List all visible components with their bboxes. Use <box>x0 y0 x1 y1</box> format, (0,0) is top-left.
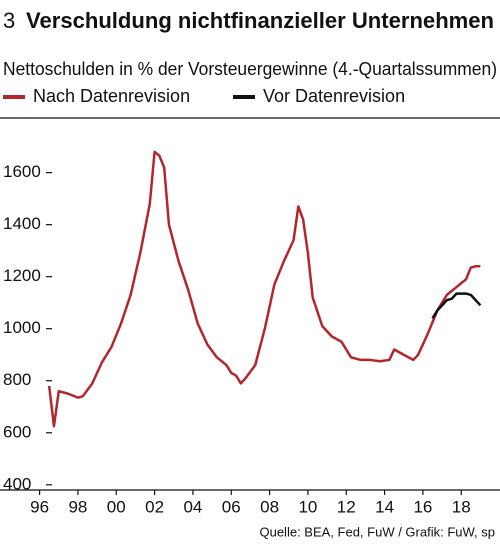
chart-subtitle: Nettoschulden in % der Vorsteuergewinne … <box>3 59 497 79</box>
legend-label: Nach Datenrevision <box>33 86 190 106</box>
x-tick-label: 14 <box>375 497 394 516</box>
line-series <box>47 150 481 428</box>
y-tick-label: 1200 <box>3 266 41 285</box>
y-tick-label: 1600 <box>3 162 41 181</box>
y-tick-label: 1400 <box>3 214 41 233</box>
x-tick-label: 98 <box>68 497 87 516</box>
chart-number: 3 <box>3 8 15 33</box>
legend-label: Vor Datenrevision <box>263 86 405 106</box>
y-tick-label: 400 <box>3 474 31 493</box>
x-tick-label: 10 <box>298 497 317 516</box>
y-tick-label: 1000 <box>3 318 41 337</box>
x-tick-label: 02 <box>145 497 164 516</box>
x-tick-label: 08 <box>260 497 279 516</box>
line-series <box>431 292 482 319</box>
y-tick-label: 600 <box>3 422 31 441</box>
chart-title: Verschuldung nichtfinanzieller Unternehm… <box>26 8 494 33</box>
x-tick-label: 18 <box>452 497 471 516</box>
x-tick-label: 16 <box>413 497 432 516</box>
x-tick-label: 96 <box>30 497 49 516</box>
x-tick-label: 12 <box>337 497 356 516</box>
x-tick-label: 04 <box>183 497 202 516</box>
y-tick-label: 800 <box>3 370 31 389</box>
x-tick-label: 06 <box>222 497 241 516</box>
x-tick-label: 00 <box>107 497 126 516</box>
source: Quelle: BEA, Fed, FuW / Grafik: FuW, sp <box>259 524 495 539</box>
